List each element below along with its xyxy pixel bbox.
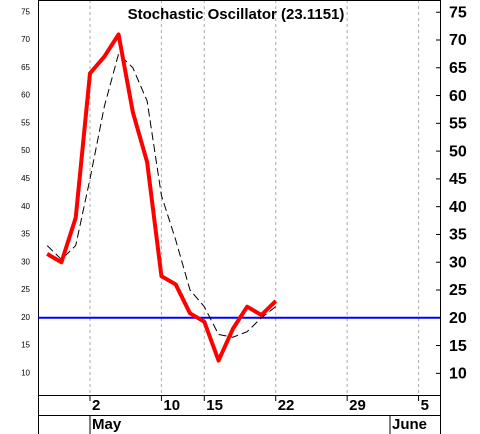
- y-tick-label-right: 30: [449, 254, 467, 271]
- y-tick-label-left: 15: [21, 341, 30, 350]
- y-tick-label-left: 60: [21, 91, 30, 100]
- chart-title: Stochastic Oscillator (23.1151): [128, 6, 345, 23]
- month-label: June: [392, 416, 427, 433]
- y-tick-label-right: 10: [449, 366, 467, 383]
- y-tick-label-left: 65: [21, 63, 30, 72]
- y-tick-label-right: 45: [449, 171, 467, 188]
- x-tick-label: 22: [278, 397, 295, 414]
- y-tick-label-right: 50: [449, 143, 467, 160]
- x-tick-label: 10: [163, 397, 180, 414]
- y-tick-label-left: 10: [21, 368, 30, 377]
- month-label: May: [92, 416, 122, 433]
- y-tick-label-right: 75: [449, 4, 467, 21]
- y-tick-label-right: 70: [449, 32, 467, 49]
- plot-frame: [38, 0, 441, 396]
- y-tick-label-right: 35: [449, 227, 467, 244]
- y-tick-label-left: 30: [21, 257, 30, 266]
- y-tick-label-left: 55: [21, 118, 30, 127]
- y-tick-label-left: 35: [21, 230, 30, 239]
- y-tick-label-right: 20: [449, 310, 467, 327]
- y-tick-label-right: 65: [449, 60, 467, 77]
- series-line: [46, 32, 278, 363]
- y-tick-label-right: 60: [449, 88, 467, 105]
- y-tick-label-left: 75: [21, 7, 30, 16]
- x-tick-label: 15: [206, 397, 223, 414]
- series-line: [46, 53, 277, 338]
- y-tick-label-right: 15: [449, 338, 467, 355]
- x-tick-label: 2: [92, 397, 100, 414]
- y-tick-label-right: 25: [449, 282, 467, 299]
- y-tick-label-right: 40: [449, 199, 467, 216]
- y-tick-label-left: 25: [21, 285, 30, 294]
- x-tick-label: 5: [421, 397, 429, 414]
- y-tick-label-left: 20: [21, 313, 30, 322]
- y-tick-label-left: 70: [21, 35, 30, 44]
- x-tick-label: 29: [349, 397, 366, 414]
- y-tick-label-left: 50: [21, 146, 30, 155]
- y-tick-label-right: 55: [449, 116, 467, 133]
- y-tick-label-left: 40: [21, 202, 30, 211]
- y-tick-label-left: 45: [21, 174, 30, 183]
